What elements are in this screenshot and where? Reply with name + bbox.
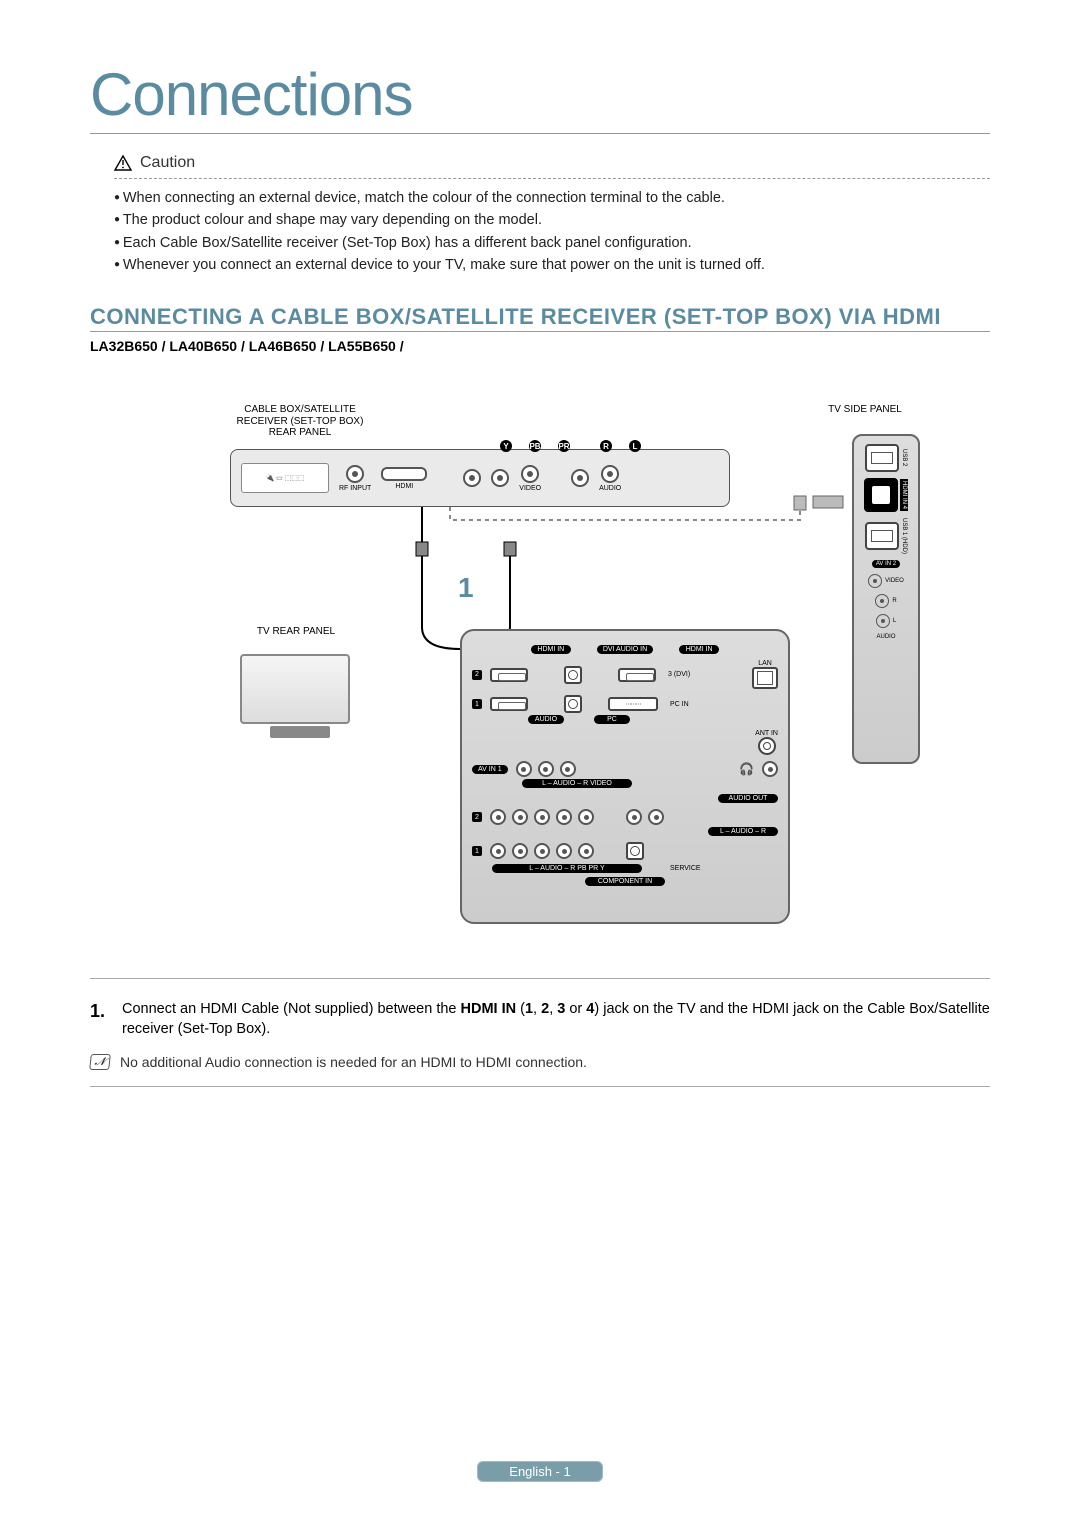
caution-item: Each Cable Box/Satellite receiver (Set-T… xyxy=(114,232,990,254)
pc-pill: PC xyxy=(594,715,630,724)
note-text: No additional Audio connection is needed… xyxy=(120,1054,587,1070)
usb-2-port xyxy=(865,444,899,472)
pill-dvi-audio: DVI AUDIO IN xyxy=(597,645,653,654)
audio-r-jack xyxy=(875,594,889,608)
pc-in-port xyxy=(608,697,658,711)
note-icon: 𝓝 xyxy=(89,1054,111,1070)
tv-illustration xyxy=(240,654,360,744)
step-number: 1. xyxy=(90,999,112,1040)
stb-sticker: 🔌 ▭ ⬚⬚⬚ xyxy=(241,463,329,493)
port-tag: L xyxy=(629,440,641,452)
audio-r-label: R xyxy=(892,598,896,604)
tv-rear-label: TV REAR PANEL xyxy=(236,626,356,638)
service-label: SERVICE xyxy=(670,865,701,872)
audio-out-jacks xyxy=(626,809,664,825)
port-tag: PR xyxy=(558,440,570,452)
service-port xyxy=(626,842,644,860)
av-in-2-pill: AV IN 2 xyxy=(872,560,900,568)
tv-side-label: TV SIDE PANEL xyxy=(810,404,920,416)
step-1: 1. Connect an HDMI Cable (Not supplied) … xyxy=(90,999,990,1040)
usb-2-label: USB 2 xyxy=(901,449,907,466)
ant-in-label: ANT IN xyxy=(755,730,778,737)
connection-diagram: CABLE BOX/SATELLITERECEIVER (SET-TOP BOX… xyxy=(160,394,920,954)
hdmi-in-4-port xyxy=(864,478,898,512)
hdmi-1-port xyxy=(490,697,528,711)
hdmi-in-4-label: HDMI IN 4 xyxy=(900,479,908,511)
tv-side-panel: USB 2 HDMI IN 4 USB 1 (HDD) AV IN 2 VIDE… xyxy=(852,434,920,764)
dvi-audio-port xyxy=(564,666,582,684)
tv-rear-panel: HDMI IN DVI AUDIO IN HDMI IN 2 3 (DVI) L… xyxy=(460,629,790,924)
audio-r-port xyxy=(571,469,589,487)
component-2-badge: 2 xyxy=(472,812,482,822)
headphone-jack xyxy=(762,761,778,777)
lan-label: LAN xyxy=(758,660,772,667)
hdmi-1-badge: 1 xyxy=(472,699,482,709)
stb-rear-panel: 🔌 ▭ ⬚⬚⬚ RF INPUT HDMI VIDEO AUDIO xyxy=(230,449,730,507)
video-pb-port xyxy=(491,469,509,487)
port-tag: PB xyxy=(529,440,541,452)
port-tag: Y xyxy=(500,440,512,452)
caution-list: When connecting an external device, matc… xyxy=(114,187,990,277)
caution-icon xyxy=(114,155,132,171)
hdmi-port: HDMI xyxy=(381,467,427,490)
audio-out-pill: AUDIO OUT xyxy=(718,794,778,803)
caution-item: Whenever you connect an external device … xyxy=(114,254,990,276)
divider xyxy=(90,978,990,979)
usb-1-port xyxy=(865,522,899,550)
step-text: Connect an HDMI Cable (Not supplied) bet… xyxy=(122,999,990,1040)
audio-out-lr: L – AUDIO – R xyxy=(708,827,778,836)
ant-in-port xyxy=(758,737,776,755)
page-title: Connections xyxy=(90,60,990,134)
hdmi-2-badge: 2 xyxy=(472,670,482,680)
caution-item: The product colour and shape may vary de… xyxy=(114,209,990,231)
cable-number: 1 xyxy=(458,572,474,604)
page-footer: English - 1 xyxy=(0,1461,1080,1482)
caution-label: Caution xyxy=(140,154,195,172)
rf-input-port: RF INPUT xyxy=(339,465,371,492)
audio-l-jack xyxy=(876,614,890,628)
caution-item: When connecting an external device, matc… xyxy=(114,187,990,209)
headphone-icon: 🎧 xyxy=(739,762,754,776)
pc-in-label: PC IN xyxy=(670,701,689,708)
pill-hdmi-in: HDMI IN xyxy=(531,645,571,654)
lan-port xyxy=(752,667,778,689)
caution-block: Caution When connecting an external devi… xyxy=(90,154,990,277)
hdmi-3-port xyxy=(618,668,656,682)
footer-pill: English - 1 xyxy=(477,1461,602,1482)
audio-side-label: AUDIO xyxy=(876,634,895,640)
hdmi-3-label: 3 (DVI) xyxy=(668,671,690,678)
video-y-port xyxy=(463,469,481,487)
usb-1-label: USB 1 (HDD) xyxy=(901,518,907,554)
av-in1-pill: AV IN 1 xyxy=(472,765,508,774)
av-in1-jacks xyxy=(516,761,576,777)
component-1-jacks xyxy=(490,843,594,859)
component-1-badge: 1 xyxy=(472,846,482,856)
pill-hdmi-in-2: HDMI IN xyxy=(679,645,719,654)
section-heading: CONNECTING A CABLE BOX/SATELLITE RECEIVE… xyxy=(90,305,990,332)
video-pr-port: VIDEO xyxy=(519,465,541,492)
audio-l-port: AUDIO xyxy=(599,465,621,492)
video-jack xyxy=(868,574,882,588)
component-labels: L – AUDIO – R PB PR Y xyxy=(492,864,642,873)
audio-pill: AUDIO xyxy=(528,715,564,724)
hdmi-2-port xyxy=(490,668,528,682)
model-numbers: LA32B650 / LA40B650 / LA46B650 / LA55B65… xyxy=(90,338,990,354)
caution-header: Caution xyxy=(114,154,990,179)
audio-l-label: L xyxy=(893,618,896,624)
pc-audio-port xyxy=(564,695,582,713)
av-labels: L – AUDIO – R VIDEO xyxy=(522,779,632,788)
note-line: 𝓝 No additional Audio connection is need… xyxy=(90,1054,990,1087)
component-2-jacks xyxy=(490,809,594,825)
port-tag: R xyxy=(600,440,612,452)
video-label: VIDEO xyxy=(885,578,904,584)
component-in-pill: COMPONENT IN xyxy=(585,877,665,886)
stb-rear-label: CABLE BOX/SATELLITERECEIVER (SET-TOP BOX… xyxy=(200,404,400,439)
